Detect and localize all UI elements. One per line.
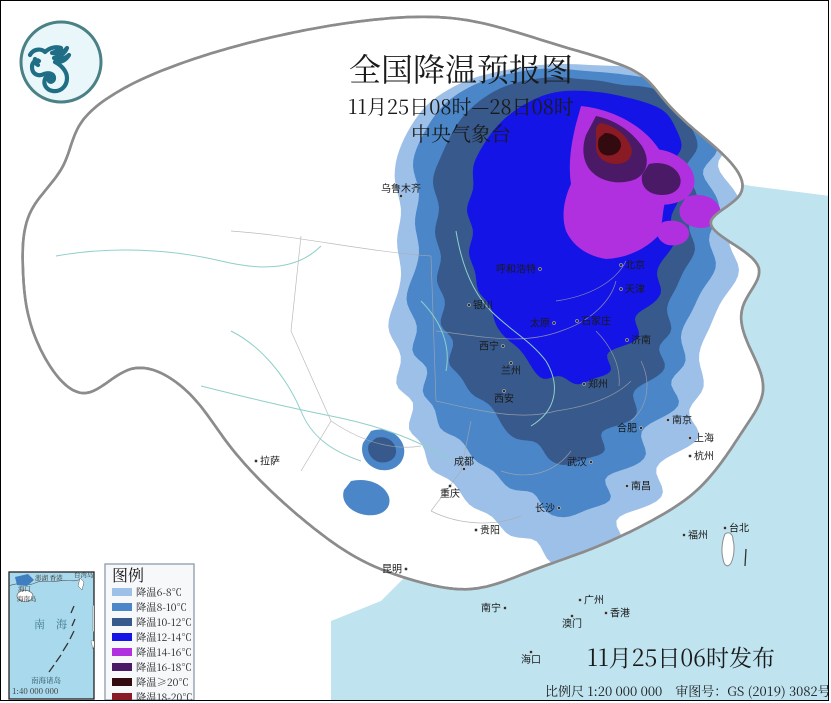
- svg-text:西安: 西安: [494, 390, 514, 405]
- svg-text:降温12-14℃: 降温12-14℃: [136, 629, 192, 644]
- svg-text:全国降温预报图: 全国降温预报图: [349, 45, 573, 91]
- svg-text:昆明: 昆明: [382, 561, 402, 576]
- svg-text:降温8-10℃: 降温8-10℃: [136, 599, 187, 614]
- svg-text:呼和浩特: 呼和浩特: [496, 261, 536, 276]
- svg-text:福州: 福州: [688, 527, 708, 542]
- svg-text:南昌: 南昌: [631, 478, 651, 493]
- svg-text:澳门: 澳门: [562, 615, 582, 630]
- svg-text:降温6-8℃: 降温6-8℃: [136, 584, 182, 599]
- svg-text:南海诸岛: 南海诸岛: [31, 675, 61, 686]
- svg-text:降温18-20℃: 降温18-20℃: [136, 689, 193, 701]
- svg-text:天津: 天津: [625, 281, 645, 296]
- svg-text:成都: 成都: [454, 453, 474, 468]
- svg-text:乌鲁木齐: 乌鲁木齐: [381, 180, 421, 195]
- svg-text:比例尺 1:20 000 000 审图号：GS (2019): 比例尺 1:20 000 000 审图号：GS (2019) 3082号: [545, 681, 829, 700]
- svg-text:北京: 北京: [625, 257, 645, 272]
- svg-text:香港: 香港: [610, 605, 630, 620]
- svg-text:降温16-18℃: 降温16-18℃: [136, 659, 192, 674]
- svg-text:合肥: 合肥: [617, 420, 637, 435]
- svg-text:降温14-16℃: 降温14-16℃: [136, 644, 192, 659]
- svg-text:兰州: 兰州: [501, 362, 521, 377]
- svg-text:武汉: 武汉: [567, 454, 587, 469]
- svg-text:台北: 台北: [729, 520, 749, 535]
- svg-text:澎湖 香港: 澎湖 香港: [35, 573, 63, 582]
- svg-text:上海: 上海: [694, 430, 714, 445]
- svg-text:拉萨: 拉萨: [260, 453, 280, 468]
- svg-text:济南: 济南: [631, 332, 651, 347]
- svg-text:重庆: 重庆: [440, 485, 460, 500]
- svg-text:南京: 南京: [672, 412, 692, 427]
- svg-text:海口: 海口: [18, 584, 31, 593]
- svg-text:贵阳: 贵阳: [480, 522, 500, 537]
- svg-text:太原: 太原: [530, 315, 550, 330]
- svg-text:海口: 海口: [521, 651, 541, 666]
- svg-text:南 海: 南 海: [34, 616, 67, 632]
- svg-text:南宁: 南宁: [481, 600, 501, 615]
- svg-text:广州: 广州: [584, 592, 604, 607]
- svg-text:西宁: 西宁: [479, 338, 499, 353]
- svg-text:海南岛: 海南岛: [17, 594, 37, 603]
- svg-text:降温≥20℃: 降温≥20℃: [136, 674, 189, 689]
- svg-text:石家庄: 石家庄: [581, 313, 611, 328]
- svg-text:图例: 图例: [112, 563, 144, 586]
- svg-text:11月25日06时发布: 11月25日06时发布: [587, 640, 775, 673]
- svg-text:长沙: 长沙: [535, 500, 555, 515]
- svg-text:银川: 银川: [473, 297, 493, 312]
- svg-text:中央气象台: 中央气象台: [411, 118, 511, 147]
- svg-text:11月25日08时—28日08时: 11月25日08时—28日08时: [348, 91, 574, 120]
- svg-text:杭州: 杭州: [694, 448, 714, 463]
- svg-text:降温10-12℃: 降温10-12℃: [136, 614, 192, 629]
- svg-text:1:40 000 000: 1:40 000 000: [12, 686, 58, 697]
- svg-text:郑州: 郑州: [588, 376, 608, 391]
